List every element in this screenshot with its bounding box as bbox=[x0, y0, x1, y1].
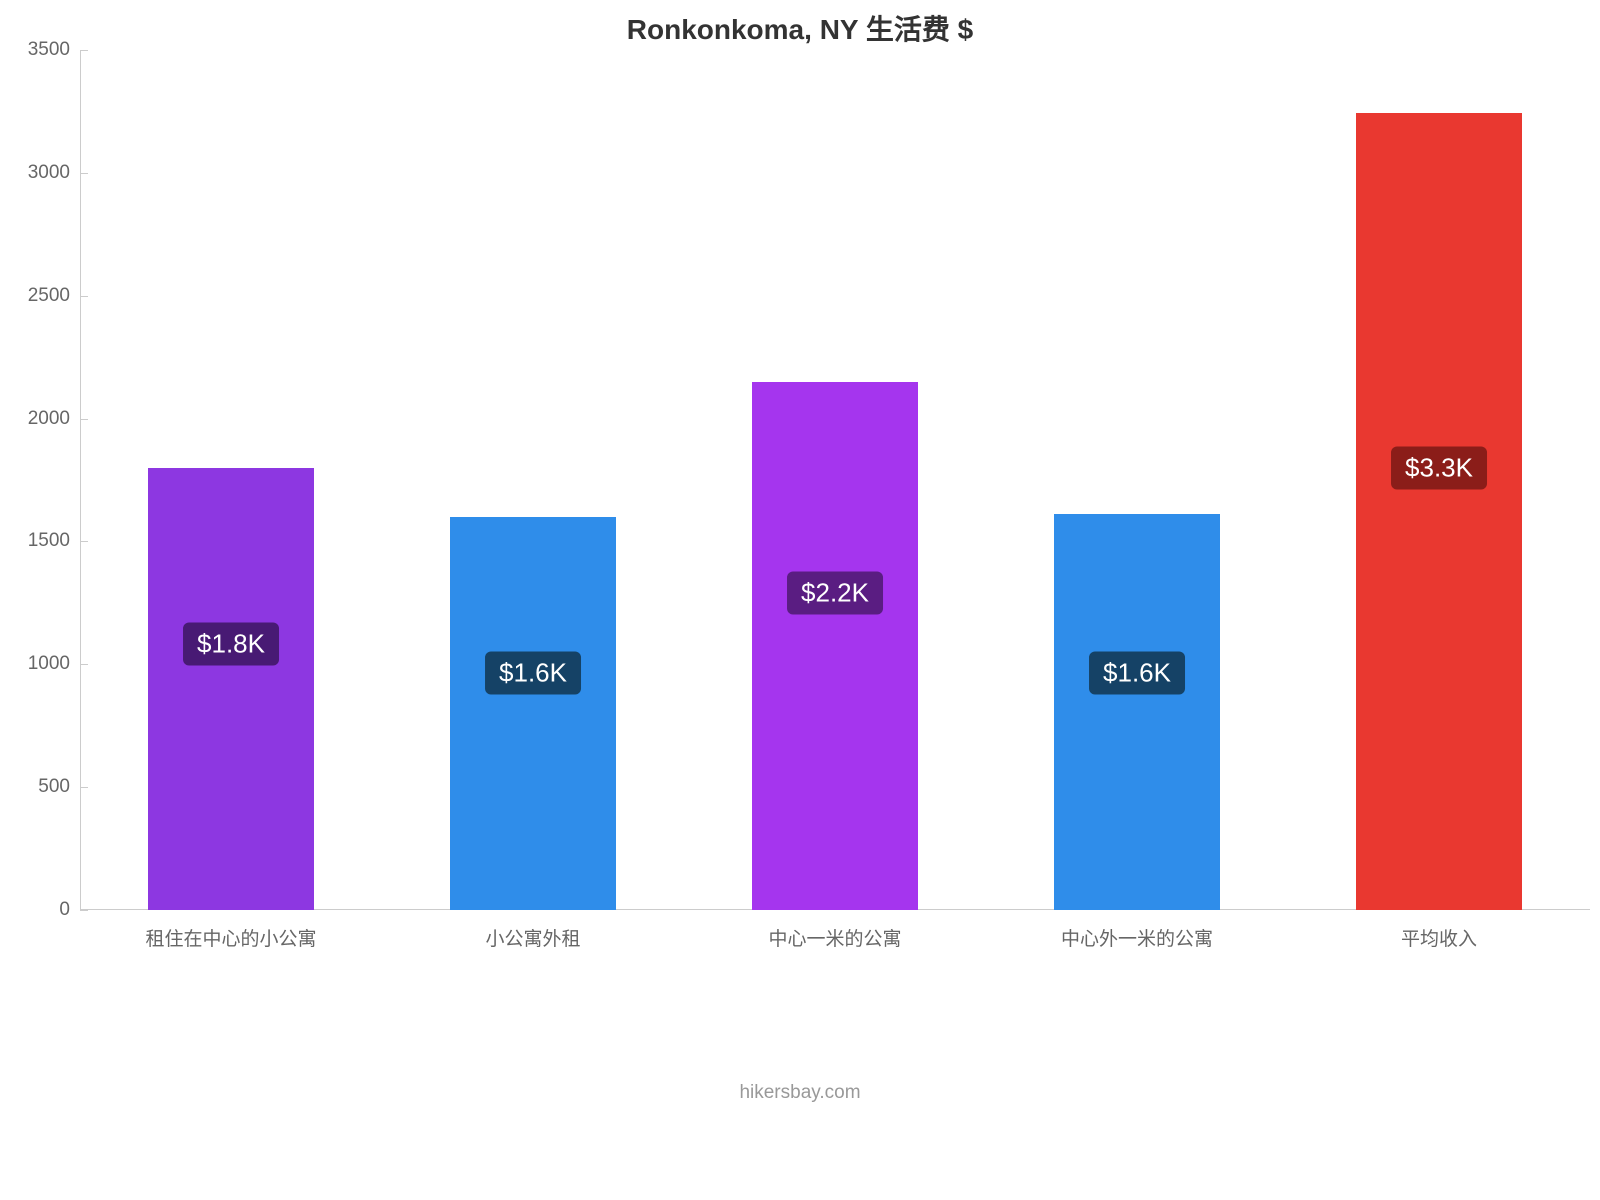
bar-value-badge: $2.2K bbox=[787, 572, 883, 615]
x-category-label: 中心一米的公寓 bbox=[768, 924, 901, 951]
y-tick-line bbox=[80, 541, 88, 542]
x-category-label: 平均收入 bbox=[1401, 924, 1477, 951]
bar bbox=[148, 468, 314, 910]
y-tick-label: 3000 bbox=[28, 162, 80, 184]
y-tick-label: 1500 bbox=[28, 530, 80, 552]
bar bbox=[752, 382, 918, 910]
bar bbox=[1054, 514, 1220, 910]
y-axis-line bbox=[80, 50, 81, 910]
bar-value-badge: $1.6K bbox=[1089, 651, 1185, 694]
y-tick-line bbox=[80, 296, 88, 297]
y-tick-line bbox=[80, 910, 88, 911]
plot-area: 0500100015002000250030003500$1.8K租住在中心的小… bbox=[80, 50, 1590, 910]
y-tick-label: 500 bbox=[38, 776, 80, 798]
bar bbox=[450, 517, 616, 910]
y-tick-line bbox=[80, 664, 88, 665]
y-tick-line bbox=[80, 787, 88, 788]
cost-of-living-chart: Ronkonkoma, NY 生活费 $ 0500100015002000250… bbox=[0, 0, 1600, 1200]
y-tick-label: 0 bbox=[59, 899, 80, 921]
y-tick-line bbox=[80, 50, 88, 51]
x-category-label: 中心外一米的公寓 bbox=[1061, 924, 1213, 951]
bar-value-badge: $1.8K bbox=[183, 622, 279, 665]
y-tick-line bbox=[80, 419, 88, 420]
chart-footer: hikersbay.com bbox=[0, 1082, 1600, 1104]
y-tick-label: 2000 bbox=[28, 408, 80, 430]
y-tick-line bbox=[80, 173, 88, 174]
x-category-label: 小公寓外租 bbox=[485, 924, 580, 951]
bar bbox=[1356, 113, 1522, 910]
y-tick-label: 2500 bbox=[28, 285, 80, 307]
x-category-label: 租住在中心的小公寓 bbox=[145, 924, 316, 951]
y-tick-label: 1000 bbox=[28, 653, 80, 675]
bar-value-badge: $1.6K bbox=[485, 651, 581, 694]
bar-value-badge: $3.3K bbox=[1391, 446, 1487, 489]
chart-title: Ronkonkoma, NY 生活费 $ bbox=[0, 8, 1600, 48]
y-tick-label: 3500 bbox=[28, 39, 80, 61]
